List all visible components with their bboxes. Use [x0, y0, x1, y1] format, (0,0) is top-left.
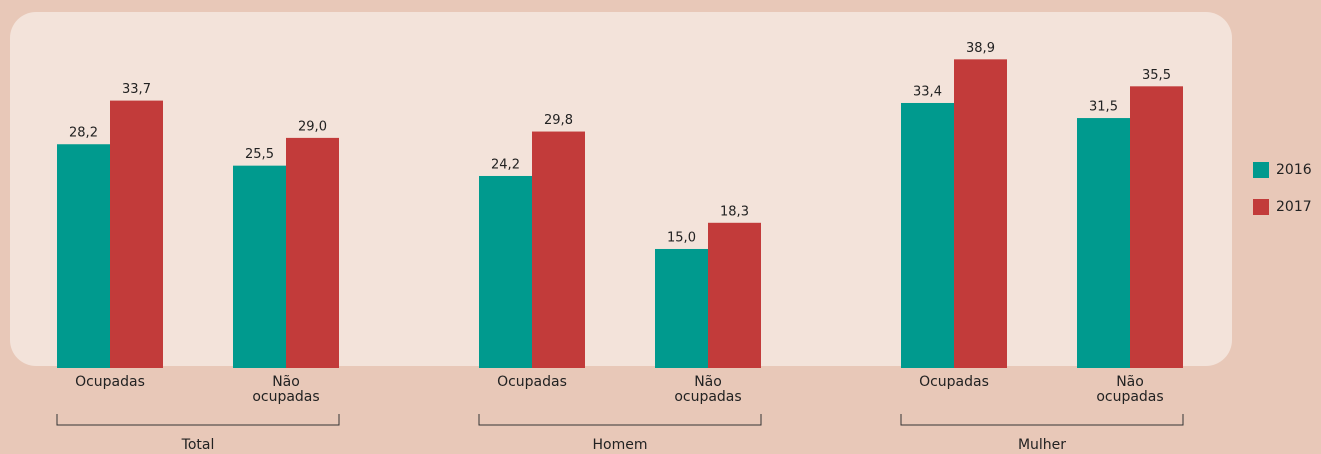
value-label: 24,2 [491, 157, 520, 172]
plot-panel [10, 12, 1232, 366]
bar [57, 144, 110, 368]
group-bracket [900, 414, 1184, 426]
value-label: 33,4 [913, 84, 942, 99]
bar [1130, 86, 1183, 368]
group-label: Homem [593, 437, 648, 453]
bar [286, 137, 339, 368]
value-label: 28,2 [69, 126, 98, 141]
value-label: 15,0 [667, 230, 696, 245]
bar [110, 100, 163, 368]
group-label: Mulher [1018, 437, 1066, 453]
bar [708, 222, 761, 368]
x-tick-label: Não ocupadas [674, 374, 741, 405]
legend-label: 2017 [1276, 199, 1312, 215]
x-tick-label: Ocupadas [919, 374, 989, 390]
value-label: 18,3 [720, 204, 749, 219]
bar [901, 102, 954, 368]
legend-swatch [1253, 162, 1269, 178]
value-label: 31,5 [1089, 100, 1118, 115]
value-label: 25,5 [245, 147, 274, 162]
value-label: 29,8 [544, 113, 573, 128]
bar [479, 175, 532, 368]
value-label: 38,9 [966, 41, 995, 56]
value-label: 33,7 [122, 82, 151, 97]
x-tick-label: Ocupadas [75, 374, 145, 390]
value-label: 29,0 [298, 119, 327, 134]
legend-label: 2016 [1276, 162, 1312, 178]
legend-swatch [1253, 199, 1269, 215]
value-label: 35,5 [1142, 68, 1171, 83]
x-tick-label: Não ocupadas [252, 374, 319, 405]
group-label: Total [181, 437, 215, 453]
x-tick-label: Ocupadas [497, 374, 567, 390]
bar [954, 59, 1007, 369]
x-tick-label: Não ocupadas [1096, 374, 1163, 405]
bar [655, 248, 708, 368]
bar [532, 131, 585, 368]
bar [233, 165, 286, 368]
bar [1077, 118, 1130, 368]
group-bracket [478, 414, 762, 426]
group-bracket [56, 414, 340, 426]
